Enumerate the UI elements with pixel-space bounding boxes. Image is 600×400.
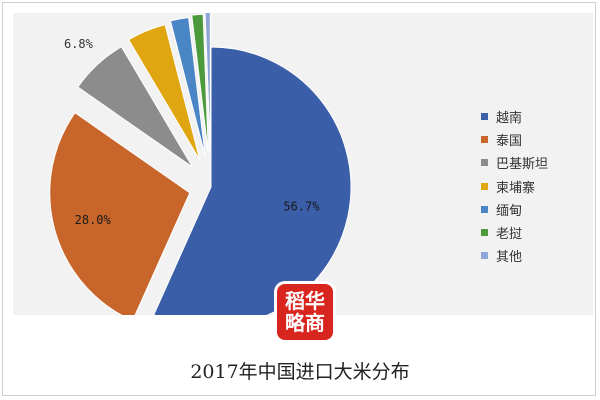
logo-text-line2: 略商 [285,311,325,335]
legend-item-2: 巴基斯坦 [481,151,548,174]
legend-label-6: 其他 [496,250,523,266]
chart-frame: 56.7%28.0%6.8%4.5%2.1%1.3%0.6% 越南泰国巴基斯坦柬… [2,2,596,396]
pie-slice-5 [191,13,209,155]
logo-text-line1: 稻华 [285,289,325,313]
legend-swatch-0 [481,113,488,121]
legend-item-0: 越南 [481,105,548,128]
pie-slice-6 [204,13,211,153]
legend: 越南泰国巴基斯坦柬埔寨缅甸老挝其他 [481,105,548,267]
pie-slice-3 [127,24,201,161]
legend-item-5: 老挝 [481,221,548,244]
brand-logo: 稻华 略商 [277,284,333,340]
legend-item-4: 缅甸 [481,198,548,221]
legend-item-6: 其他 [481,244,548,267]
chart-caption: 2017年中国进口大米分布 [190,361,410,383]
pie-chart: 56.7%28.0%6.8%4.5%2.1%1.3%0.6% [49,13,352,315]
legend-swatch-6 [481,252,488,260]
data-label-0: 56.7% [283,199,320,213]
pie-slice-2 [77,46,194,168]
legend-item-1: 泰国 [481,128,548,151]
legend-label-0: 越南 [496,111,523,127]
legend-swatch-4 [481,205,488,213]
legend-label-4: 缅甸 [496,203,523,219]
legend-label-2: 巴基斯坦 [496,157,549,173]
legend-label-1: 泰国 [496,134,523,150]
legend-swatch-3 [481,182,488,190]
legend-swatch-2 [481,159,488,167]
pie-slice-4 [169,16,206,157]
legend-item-3: 柬埔寨 [481,175,548,198]
data-label-1: 28.0% [75,213,112,227]
pie-slice-0 [153,46,352,315]
legend-label-3: 柬埔寨 [496,180,536,196]
legend-swatch-5 [481,229,488,237]
legend-swatch-1 [481,136,488,144]
legend-label-5: 老挝 [496,227,523,243]
pie-slice-1 [49,112,191,315]
plot-area: 56.7%28.0%6.8%4.5%2.1%1.3%0.6% 越南泰国巴基斯坦柬… [13,13,593,315]
data-label-2: 6.8% [64,37,94,51]
